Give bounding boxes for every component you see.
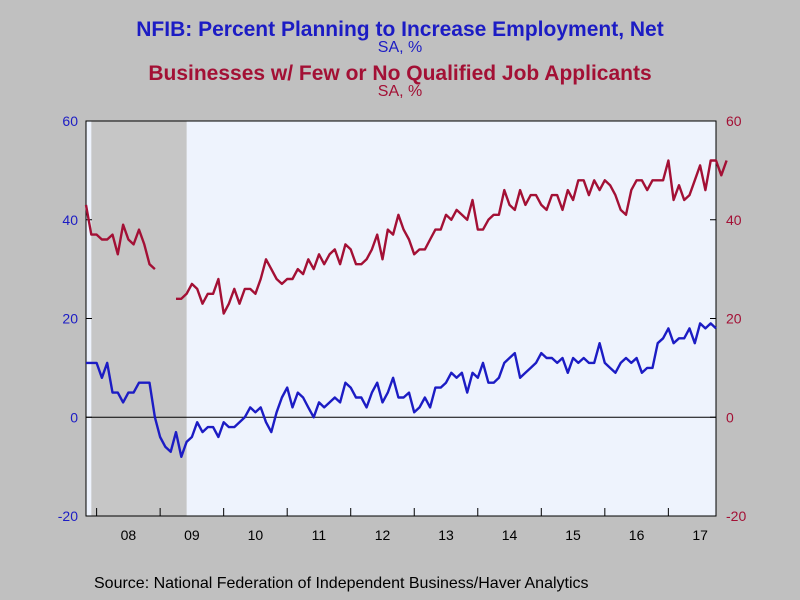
x-tick-label: 15 xyxy=(565,527,581,543)
chart-title-2-unit: SA, % xyxy=(377,83,423,100)
chart-title-unit: SA, % xyxy=(377,39,423,56)
x-tick-label: 14 xyxy=(502,527,518,543)
chart-title: NFIB: Percent Planning to Increase Emplo… xyxy=(136,18,664,41)
x-tick-label: 12 xyxy=(375,527,391,543)
y-left-tick-label: 0 xyxy=(70,409,78,425)
y-right-tick-label: 20 xyxy=(726,311,742,327)
x-tick-label: 09 xyxy=(184,527,200,543)
x-tick-label: 16 xyxy=(629,527,645,543)
source-note: Source: National Federation of Independe… xyxy=(94,575,589,592)
y-right-tick-label: 40 xyxy=(726,212,742,228)
x-tick-label: 13 xyxy=(438,527,454,543)
y-left-tick-label: -20 xyxy=(58,508,78,524)
x-tick-label: 11 xyxy=(312,527,327,543)
recession-shading xyxy=(91,121,187,516)
series-line-employment-plans xyxy=(86,322,717,458)
series-line-few-qualified-applicants xyxy=(84,204,156,270)
x-tick-label: 17 xyxy=(692,527,708,543)
y-right-tick-label: 60 xyxy=(726,113,742,129)
chart-title-2: Businesses w/ Few or No Qualified Job Ap… xyxy=(148,62,652,85)
y-left-tick-label: 20 xyxy=(62,311,78,327)
series-line-few-qualified-applicants xyxy=(176,159,728,315)
y-left-tick-label: 40 xyxy=(62,212,78,228)
y-right-tick-label: 0 xyxy=(726,409,734,425)
x-tick-label: 10 xyxy=(248,527,264,543)
y-left-tick-label: 60 xyxy=(62,113,78,129)
x-tick-label: 08 xyxy=(121,527,137,543)
y-right-tick-label: -20 xyxy=(726,508,746,524)
